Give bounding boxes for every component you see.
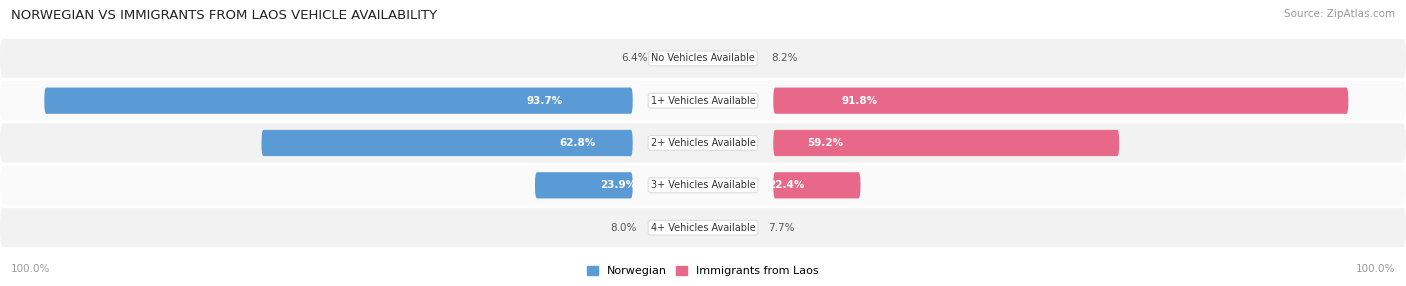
Text: 93.7%: 93.7% (526, 96, 562, 106)
FancyBboxPatch shape (44, 88, 633, 114)
Text: 2+ Vehicles Available: 2+ Vehicles Available (651, 138, 755, 148)
FancyBboxPatch shape (773, 130, 1119, 156)
FancyBboxPatch shape (773, 172, 860, 198)
Text: 22.4%: 22.4% (768, 180, 804, 190)
Text: 8.0%: 8.0% (610, 223, 637, 233)
FancyBboxPatch shape (0, 124, 1406, 162)
Text: 4+ Vehicles Available: 4+ Vehicles Available (651, 223, 755, 233)
FancyBboxPatch shape (262, 130, 633, 156)
Text: 6.4%: 6.4% (621, 53, 647, 63)
Text: 23.9%: 23.9% (600, 180, 636, 190)
FancyBboxPatch shape (0, 166, 1406, 205)
Text: 7.7%: 7.7% (768, 223, 794, 233)
Text: No Vehicles Available: No Vehicles Available (651, 53, 755, 63)
Text: 1+ Vehicles Available: 1+ Vehicles Available (651, 96, 755, 106)
Text: Source: ZipAtlas.com: Source: ZipAtlas.com (1284, 9, 1395, 19)
Text: 62.8%: 62.8% (560, 138, 595, 148)
Text: 100.0%: 100.0% (1355, 264, 1395, 274)
Text: 100.0%: 100.0% (11, 264, 51, 274)
FancyBboxPatch shape (0, 81, 1406, 120)
Text: 91.8%: 91.8% (842, 96, 877, 106)
Text: 3+ Vehicles Available: 3+ Vehicles Available (651, 180, 755, 190)
FancyBboxPatch shape (0, 208, 1406, 247)
Text: 59.2%: 59.2% (807, 138, 844, 148)
Text: 8.2%: 8.2% (772, 53, 797, 63)
FancyBboxPatch shape (773, 88, 1348, 114)
FancyBboxPatch shape (0, 39, 1406, 78)
Text: NORWEGIAN VS IMMIGRANTS FROM LAOS VEHICLE AVAILABILITY: NORWEGIAN VS IMMIGRANTS FROM LAOS VEHICL… (11, 9, 437, 21)
FancyBboxPatch shape (534, 172, 633, 198)
Legend: Norwegian, Immigrants from Laos: Norwegian, Immigrants from Laos (583, 261, 823, 281)
